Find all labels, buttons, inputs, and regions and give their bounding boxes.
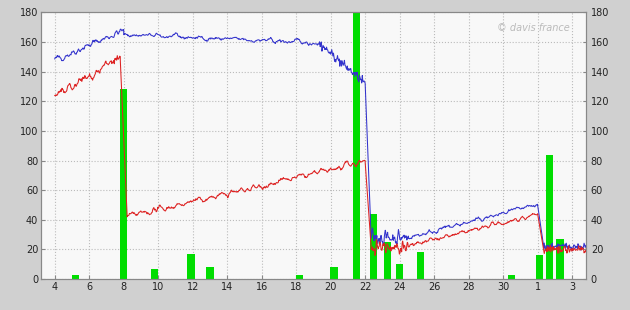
Bar <box>536 255 543 279</box>
Bar <box>331 267 338 279</box>
Bar <box>546 155 553 279</box>
Bar <box>207 267 214 279</box>
Bar <box>396 264 403 279</box>
Bar <box>353 0 360 279</box>
Bar <box>296 275 303 279</box>
Bar <box>120 89 127 279</box>
Bar <box>151 269 158 279</box>
Bar <box>370 214 377 279</box>
Bar <box>72 275 79 279</box>
Bar <box>508 275 515 279</box>
Bar <box>187 254 195 279</box>
Text: © davis france: © davis france <box>497 23 570 33</box>
Bar <box>416 252 424 279</box>
Bar <box>556 239 564 279</box>
Bar <box>384 242 391 279</box>
